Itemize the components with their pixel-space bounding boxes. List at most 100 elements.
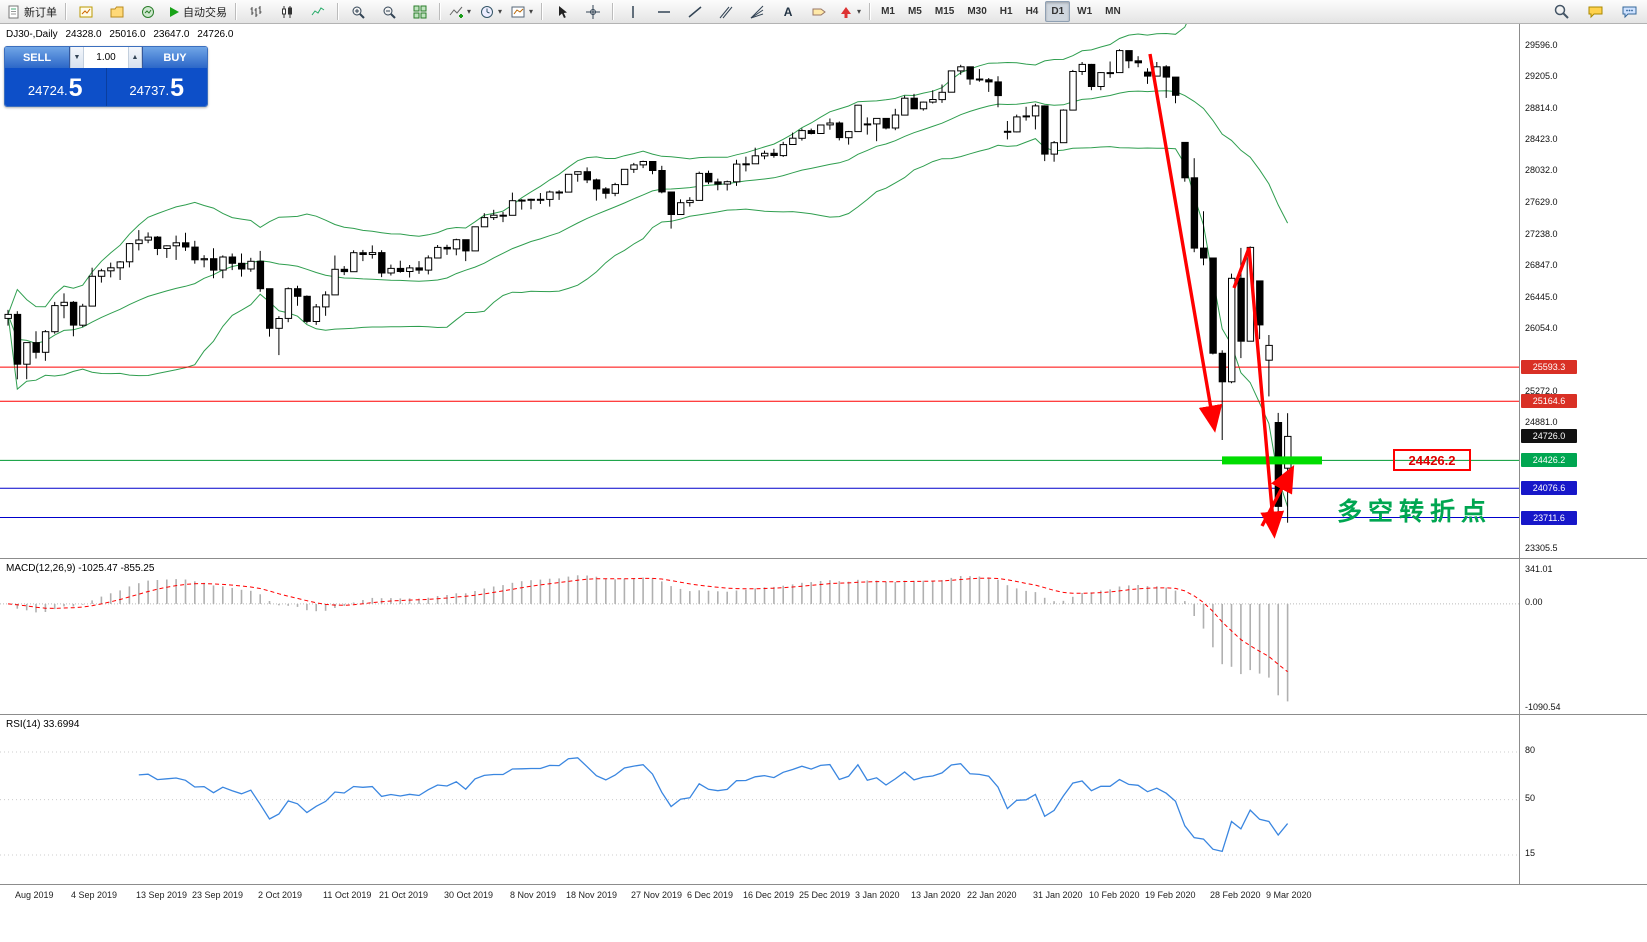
timeframe-button-w1[interactable]: W1 xyxy=(1077,6,1093,17)
cursor-icon xyxy=(558,5,567,18)
timeframe-button-m15[interactable]: M15 xyxy=(934,6,955,17)
chat-button[interactable] xyxy=(1580,1,1610,23)
sell-price-main: 24724. xyxy=(27,83,68,98)
timeframe-button-m30[interactable]: M30 xyxy=(967,6,987,17)
turning-point-annotation-text[interactable]: 多空转折点 xyxy=(1337,498,1493,526)
market-watch-icon xyxy=(142,5,154,18)
timeframe-button-mn[interactable]: MN xyxy=(1105,6,1121,17)
arrows-tool-button[interactable]: ▾ xyxy=(835,1,865,23)
macd-chart[interactable] xyxy=(0,559,1519,715)
main-chart-panel[interactable]: 29596.0 29205.0 28814.0 28423.0 28032.0 27629… xyxy=(0,24,1647,558)
timeframe-button-h4[interactable]: H4 xyxy=(1025,6,1039,17)
indicators-icon xyxy=(449,6,463,18)
date-label: 27 Nov 2019 xyxy=(631,890,683,900)
candlestick-mode-button[interactable] xyxy=(272,1,302,23)
price-badge: 23711.6 xyxy=(1521,511,1577,525)
price-axis-label: 23305.5 xyxy=(1525,543,1558,553)
rsi-axis[interactable]: 80 50 15 xyxy=(1519,715,1647,884)
line-chart-icon xyxy=(311,6,325,15)
bar-chart-mode-button[interactable] xyxy=(241,1,271,23)
volume-up-button[interactable]: ▲ xyxy=(128,47,142,68)
rsi-indicator-panel[interactable]: 80 50 15 RSI(14) 33.6994 xyxy=(0,714,1647,884)
date-label: 6 Dec 2019 xyxy=(687,890,734,900)
price-axis-label: 25272.0 xyxy=(1525,386,1558,396)
sell-button[interactable]: SELL xyxy=(5,47,69,68)
trendline-icon xyxy=(688,5,702,18)
price-axis[interactable]: 29596.0 29205.0 28814.0 28423.0 28032.0 27629… xyxy=(1519,24,1647,558)
chat-icon xyxy=(1588,6,1602,18)
new-order-button[interactable]: 新订单 xyxy=(3,1,61,23)
date-label: 8 Nov 2019 xyxy=(510,890,557,900)
crosshair-tool-button[interactable] xyxy=(578,1,608,23)
rsi-chart[interactable] xyxy=(0,715,1519,885)
date-label: 30 Oct 2019 xyxy=(444,890,494,900)
toolbar-separator xyxy=(612,3,615,20)
price-badge: 24076.6 xyxy=(1521,481,1577,495)
rsi-axis-label: 50 xyxy=(1525,793,1536,803)
search-icon xyxy=(1554,4,1569,19)
close-value: 24726.0 xyxy=(197,29,234,40)
main-toolbar: 新订单 自动交易 xyxy=(0,0,1647,24)
vertical-line-tool-button[interactable] xyxy=(618,1,648,23)
tile-windows-icon xyxy=(413,5,427,18)
macd-indicator-panel[interactable]: 341.01 0.00 -1090.54 MACD(12,26,9) -1025.4… xyxy=(0,558,1647,714)
community-button[interactable] xyxy=(1614,1,1644,23)
timeframe-button-m1[interactable]: M1 xyxy=(881,6,895,17)
auto-trading-button[interactable]: 自动交易 xyxy=(164,1,231,23)
price-axis-label: 29596.0 xyxy=(1525,40,1558,50)
date-label: 13 Jan 2020 xyxy=(911,890,961,900)
fibonacci-tool-button[interactable] xyxy=(742,1,772,23)
cursor-tool-button[interactable] xyxy=(547,1,577,23)
timeframe-button-h1[interactable]: H1 xyxy=(999,6,1013,17)
buy-price-big-digit: 5 xyxy=(170,74,185,102)
volume-input[interactable] xyxy=(84,51,128,64)
market-watch-button[interactable] xyxy=(133,1,163,23)
open-value: 24328.0 xyxy=(65,29,102,40)
tile-windows-button[interactable] xyxy=(405,1,435,23)
rsi-axis-label: 15 xyxy=(1525,848,1536,858)
buy-button[interactable]: BUY xyxy=(143,47,207,68)
trendline-tool-button[interactable] xyxy=(680,1,710,23)
one-click-trading-panel: SELL ▼ ▲ BUY 24724. 5 24737. 5 xyxy=(4,46,208,107)
toolbar-separator xyxy=(65,3,67,20)
periods-button[interactable]: ▾ xyxy=(476,1,506,23)
price-badge: 24726.0 xyxy=(1521,429,1577,443)
candlestick-chart[interactable] xyxy=(0,24,1519,558)
buy-price[interactable]: 24737. 5 xyxy=(107,68,208,106)
volume-down-button[interactable]: ▼ xyxy=(70,47,84,68)
date-label: 4 Sep 2019 xyxy=(71,890,118,900)
zoom-in-button[interactable] xyxy=(343,1,373,23)
label-tool-button[interactable] xyxy=(804,1,834,23)
auto-trading-play-icon xyxy=(170,6,179,17)
templates-button[interactable]: ▾ xyxy=(507,1,537,23)
date-axis[interactable]: Aug 2019 4 Sep 2019 13 Sep 2019 23 Sep 2019… xyxy=(0,884,1647,908)
date-label: 23 Sep 2019 xyxy=(192,890,244,900)
timeframe-button-m5[interactable]: M5 xyxy=(907,6,922,17)
line-chart-mode-button[interactable] xyxy=(303,1,333,23)
toolbar-separator xyxy=(541,3,544,20)
channel-tool-button[interactable] xyxy=(711,1,741,23)
price-axis-label: 26445.0 xyxy=(1525,292,1558,302)
macd-axis[interactable]: 341.01 0.00 -1090.54 xyxy=(1519,559,1647,714)
timeframe-button-d1[interactable]: D1 xyxy=(1045,1,1071,22)
price-axis-label: 29205.0 xyxy=(1525,71,1558,81)
search-button[interactable] xyxy=(1546,1,1576,23)
date-label: 21 Oct 2019 xyxy=(379,890,429,900)
toolbar-separator xyxy=(337,3,339,20)
profiles-button[interactable] xyxy=(102,1,132,23)
horizontal-line-tool-button[interactable] xyxy=(649,1,679,23)
date-label: 31 Jan 2020 xyxy=(1033,890,1083,900)
dropdown-arrow-icon: ▾ xyxy=(498,7,503,16)
date-label: 11 Oct 2019 xyxy=(323,890,372,900)
sell-price[interactable]: 24724. 5 xyxy=(5,68,107,106)
new-chart-button[interactable] xyxy=(71,1,101,23)
dropdown-arrow-icon: ▾ xyxy=(857,7,862,16)
date-label: 22 Jan 2020 xyxy=(967,890,1017,900)
date-label: 16 Dec 2019 xyxy=(743,890,795,900)
zoom-out-button[interactable] xyxy=(374,1,404,23)
date-label: 13 Sep 2019 xyxy=(136,890,188,900)
price-badge: 25593.3 xyxy=(1521,360,1577,374)
indicators-button[interactable]: ▾ xyxy=(445,1,475,23)
text-tool-button[interactable]: A xyxy=(773,1,803,23)
price-level-annotation-box[interactable]: 24426.2 xyxy=(1393,449,1471,471)
